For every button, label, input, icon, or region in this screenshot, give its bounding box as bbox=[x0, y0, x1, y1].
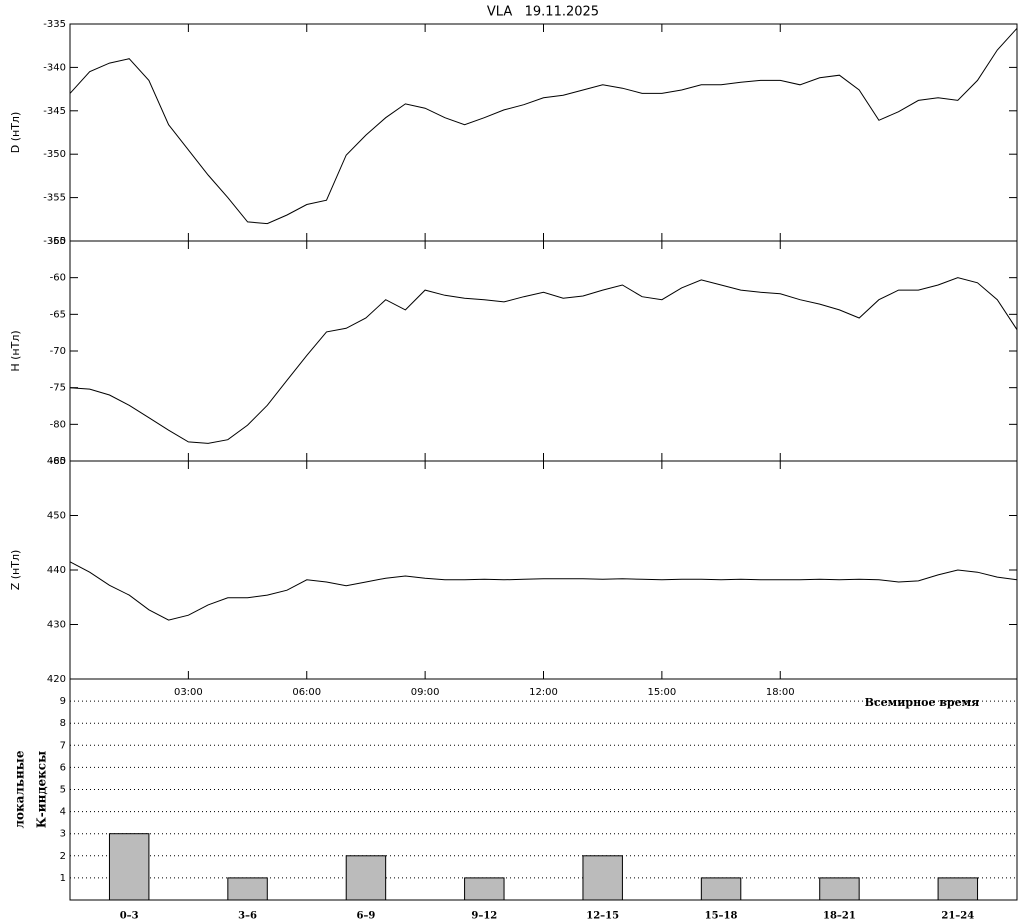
chart-title: VLA 19.11.2025 bbox=[487, 5, 599, 20]
y-tick-label: 1 bbox=[60, 873, 66, 884]
bar bbox=[108, 833, 150, 901]
bar bbox=[345, 855, 387, 901]
y-axis-label: Z (нТл) bbox=[9, 550, 22, 591]
y-tick-label: 8 bbox=[60, 718, 66, 729]
x-tick-label: 9–12 bbox=[471, 911, 497, 921]
plot-frame bbox=[69, 23, 1018, 242]
x-tick-label: 3–6 bbox=[238, 911, 257, 921]
y-tick-label: -80 bbox=[50, 419, 66, 430]
bar bbox=[819, 877, 860, 901]
y-tick-label: 440 bbox=[47, 565, 66, 576]
y-tick-label: -355 bbox=[43, 193, 66, 204]
y-tick-label: -335 bbox=[43, 19, 66, 30]
y-tick-label: 3 bbox=[60, 829, 66, 840]
x-tick-label: 03:00 bbox=[174, 687, 203, 698]
x-tick-label: 06:00 bbox=[292, 687, 321, 698]
data-line bbox=[69, 561, 1018, 621]
y-tick-label: -55 bbox=[50, 236, 66, 247]
y-tick-label: -75 bbox=[50, 383, 66, 394]
annotation: Всемирное время bbox=[865, 696, 980, 709]
y-tick-label: 6 bbox=[60, 762, 66, 773]
x-tick-label: 18:00 bbox=[766, 687, 795, 698]
x-tick-label: 0–3 bbox=[120, 911, 139, 921]
x-tick-label: 12:00 bbox=[529, 687, 558, 698]
bar bbox=[937, 877, 979, 901]
y-axis-label: D (нТл) bbox=[9, 112, 22, 154]
bar bbox=[464, 877, 505, 901]
x-tick-label: 12–15 bbox=[586, 911, 619, 921]
y-tick-label: -65 bbox=[50, 309, 66, 320]
y-tick-label: -350 bbox=[43, 149, 66, 160]
x-tick-label: 15:00 bbox=[647, 687, 676, 698]
y-tick-label: 450 bbox=[47, 511, 66, 522]
y-tick-label: 4 bbox=[60, 807, 66, 818]
y-tick-label: 430 bbox=[47, 620, 66, 631]
x-tick-label: 09:00 bbox=[411, 687, 440, 698]
y-tick-label: 7 bbox=[60, 740, 66, 751]
bar bbox=[227, 877, 268, 901]
y-tick-label: -360 bbox=[43, 236, 66, 247]
y-tick-label: 460 bbox=[47, 456, 66, 467]
y-tick-label: -85 bbox=[50, 456, 66, 467]
y-axis-label: H (нТл) bbox=[9, 330, 22, 371]
x-tick-label: 21–24 bbox=[941, 911, 974, 921]
y-axis-label: локальные bbox=[13, 750, 27, 828]
x-tick-label: 15–18 bbox=[705, 911, 738, 921]
y-tick-label: -345 bbox=[43, 106, 66, 117]
y-tick-label: 9 bbox=[60, 696, 66, 707]
y-tick-label: -60 bbox=[50, 273, 66, 284]
x-tick-label: 18–21 bbox=[823, 911, 856, 921]
y-tick-label: -70 bbox=[50, 346, 66, 357]
y-tick-label: 5 bbox=[60, 785, 66, 796]
y-tick-label: 2 bbox=[60, 851, 66, 862]
y-tick-label: 420 bbox=[47, 674, 66, 685]
y-tick-label: -340 bbox=[43, 62, 66, 73]
y-axis-label: К-индексы bbox=[35, 751, 49, 828]
bar bbox=[700, 877, 742, 901]
data-line bbox=[69, 27, 1018, 225]
data-line bbox=[69, 277, 1018, 444]
x-tick-label: 6–9 bbox=[356, 911, 375, 921]
plot-frame bbox=[69, 240, 1018, 462]
bar bbox=[582, 855, 623, 901]
plot-frame bbox=[69, 460, 1018, 680]
